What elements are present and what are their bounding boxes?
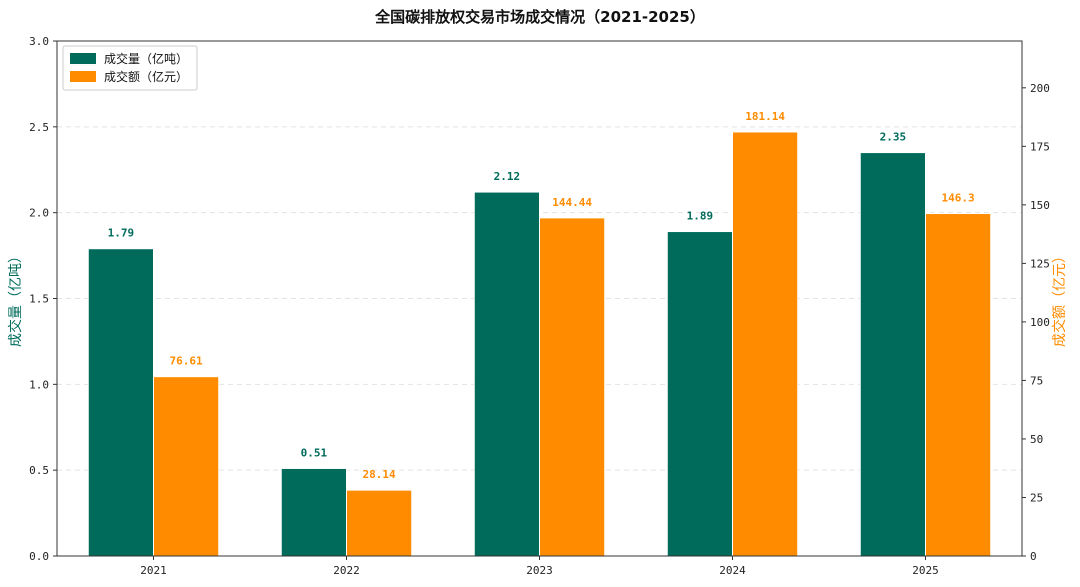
data-label-volume: 0.51 [301, 446, 328, 459]
y-tick-label: 0.5 [29, 464, 49, 477]
y2-tick-label: 50 [1030, 433, 1043, 446]
x-tick-label: 2021 [140, 564, 167, 577]
x-tick-label: 2022 [333, 564, 360, 577]
bar-volume [859, 152, 926, 557]
bar-value [732, 131, 799, 557]
bar-value [925, 213, 992, 557]
legend-swatch-volume [70, 53, 96, 64]
y-tick-label: 2.0 [29, 207, 49, 220]
value-labels: 1.79 76.61 0.51 28.14 2.12 144.44 1.89 181.14 2.… [108, 110, 975, 481]
x-tick-label: 2024 [719, 564, 746, 577]
bar-value [539, 217, 606, 557]
bar-volume [473, 191, 540, 557]
y2-tick-label: 100 [1030, 316, 1050, 329]
data-label-value: 28.14 [363, 468, 396, 481]
bar-value [346, 489, 413, 557]
y2-tick-label: 25 [1030, 491, 1043, 504]
legend-label-value: 成交额（亿元） [104, 69, 188, 84]
bar-volume [280, 467, 347, 557]
legend-swatch-value [70, 71, 96, 82]
data-label-value: 144.44 [552, 196, 592, 209]
bars [87, 131, 992, 557]
y-tick-label: 0.0 [29, 550, 49, 563]
right-axis-ticks: 0 25 50 75 100 125 150 175 200 [1022, 82, 1050, 563]
x-tick-label: 2025 [912, 564, 939, 577]
data-label-value: 146.3 [942, 192, 975, 205]
y-tick-label: 1.0 [29, 378, 49, 391]
y2-tick-label: 0 [1030, 550, 1037, 563]
left-axis-label: 成交量（亿吨） [7, 249, 24, 347]
data-label-volume: 1.89 [687, 210, 714, 223]
data-label-value: 181.14 [745, 110, 785, 123]
x-axis-ticks: 2021 2022 2023 2024 2025 [140, 556, 939, 577]
data-label-volume: 2.12 [494, 170, 521, 183]
y2-tick-label: 75 [1030, 374, 1043, 387]
bar-volume [87, 248, 154, 557]
legend-label-volume: 成交量（亿吨） [104, 51, 188, 66]
y2-tick-label: 150 [1030, 199, 1050, 212]
data-label-value: 76.61 [170, 355, 203, 368]
bar-volume [666, 231, 733, 557]
legend-box [62, 45, 198, 91]
y2-tick-label: 200 [1030, 82, 1050, 95]
y2-tick-label: 125 [1030, 257, 1050, 270]
y-tick-label: 3.0 [29, 35, 49, 48]
legend: 成交量（亿吨） 成交额（亿元） [62, 45, 198, 91]
chart-title: 全国碳排放权交易市场成交情况（2021-2025） [374, 8, 705, 26]
bar-value [153, 376, 220, 557]
right-axis-label: 成交额（亿元） [1051, 249, 1068, 347]
y-tick-label: 2.5 [29, 121, 49, 134]
data-label-volume: 1.79 [108, 227, 135, 240]
y2-tick-label: 175 [1030, 140, 1050, 153]
x-tick-label: 2023 [526, 564, 553, 577]
left-axis-ticks: 0.0 0.5 1.0 1.5 2.0 2.5 3.0 [29, 35, 57, 563]
y-tick-label: 1.5 [29, 293, 49, 306]
data-label-volume: 2.35 [880, 131, 907, 144]
